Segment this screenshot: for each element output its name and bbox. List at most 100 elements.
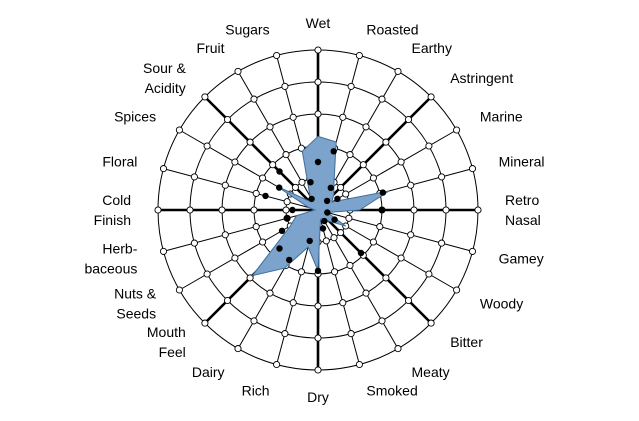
- ring-tick: [404, 115, 413, 124]
- ring-tick: [474, 206, 482, 214]
- ring-tick: [359, 161, 367, 169]
- ring-tick: [221, 181, 229, 189]
- axis-label-16: Nuts & Seeds: [114, 286, 157, 322]
- ring-tick: [427, 93, 435, 101]
- ring-tick: [397, 158, 405, 166]
- axis-label-21: Sour & Acidity: [143, 60, 186, 96]
- ring-tick: [355, 51, 363, 60]
- ring-tick: [203, 142, 211, 150]
- ring-tick: [281, 330, 289, 338]
- axis-labels: Wet Roasted Earthy Astringent Marine Mineral R…: [84, 15, 544, 405]
- ring-tick: [281, 82, 289, 90]
- axis-label-4: Marine: [480, 109, 523, 125]
- ring-tick: [266, 289, 274, 297]
- ring-tick: [330, 234, 338, 242]
- ring-tick: [369, 174, 377, 182]
- ring-tick: [427, 319, 435, 327]
- axis-label-22: Fruit: [197, 40, 225, 56]
- marker-point: [327, 184, 334, 191]
- ring-tick: [376, 223, 384, 231]
- axis-label-1: Roasted: [366, 21, 418, 37]
- ring-tick: [250, 206, 258, 214]
- marker-point: [323, 197, 331, 205]
- ring-tick: [289, 299, 297, 307]
- ring-tick: [362, 289, 370, 297]
- spoke-4: [317, 129, 457, 211]
- ring-tick: [331, 268, 339, 276]
- ring-tick: [231, 158, 239, 166]
- ring-tick: [438, 173, 446, 181]
- ring-tick: [291, 183, 299, 191]
- ring-tick: [442, 206, 450, 214]
- marker-point: [286, 256, 293, 264]
- spoke-7: [317, 209, 473, 252]
- marker-point: [357, 249, 365, 257]
- ring-tick: [175, 286, 183, 294]
- ring-tick: [407, 231, 415, 239]
- spoke-10: [317, 209, 399, 349]
- axis-label-2: Earthy: [412, 40, 452, 56]
- spoke-19: [163, 168, 319, 211]
- marker-point: [334, 195, 341, 202]
- axis-label-18: Cold Finish: [94, 192, 131, 228]
- axis-label-20: Spices: [114, 109, 156, 125]
- marker-point: [278, 227, 286, 234]
- ring-tick: [378, 95, 386, 103]
- marker-point: [324, 209, 331, 216]
- axis-label-17: Herb-baceous: [84, 240, 137, 276]
- ring-tick: [347, 82, 355, 90]
- ring-tick: [337, 229, 345, 237]
- ring-tick: [339, 299, 347, 307]
- ring-tick: [369, 238, 377, 246]
- spoke-11: [317, 209, 360, 365]
- marker-point: [379, 189, 387, 196]
- ring-tick: [201, 319, 209, 327]
- ring-tick: [355, 360, 363, 369]
- ring-tick: [273, 360, 281, 369]
- ring-tick: [347, 330, 355, 338]
- ring-tick: [345, 214, 353, 222]
- ring-tick: [231, 254, 239, 262]
- ring-tick: [190, 239, 198, 247]
- spoke-3: [317, 95, 433, 211]
- ring-tick: [382, 274, 390, 282]
- ring-tick: [453, 286, 461, 294]
- marker-point: [262, 192, 269, 200]
- ring-tick: [282, 206, 290, 214]
- ring-tick: [269, 161, 277, 169]
- axis-label-5: Mineral: [499, 154, 545, 170]
- ring-tick: [297, 268, 305, 276]
- ring-tick: [218, 206, 226, 214]
- value-markers: [262, 148, 387, 274]
- marker-point: [283, 215, 291, 222]
- ring-tick: [397, 254, 405, 262]
- ring-tick: [223, 296, 232, 305]
- axis-label-0: Wet: [306, 15, 331, 31]
- ring-tick: [201, 93, 209, 101]
- ring-tick: [259, 238, 267, 246]
- ring-tick: [425, 270, 433, 278]
- marker-point: [331, 216, 338, 223]
- ring-tick: [252, 223, 260, 231]
- marker-point: [276, 168, 283, 175]
- ring-tick: [378, 317, 386, 325]
- ring-tick: [221, 231, 229, 239]
- marker-point: [306, 237, 313, 245]
- ring-tick: [159, 247, 168, 255]
- ring-tick: [234, 345, 242, 353]
- marker-point: [378, 206, 386, 214]
- axis-label-11: Smoked: [366, 383, 417, 399]
- ring-tick: [154, 206, 162, 214]
- ring-tick: [394, 345, 402, 353]
- ring-tick: [394, 67, 402, 75]
- flavor-series: [251, 135, 390, 277]
- ring-tick: [283, 198, 291, 206]
- ring-tick: [382, 138, 390, 146]
- ring-tick: [438, 239, 446, 247]
- axis-label-3: Astringent: [450, 70, 513, 86]
- ring-tick: [246, 138, 254, 146]
- marker-point: [307, 179, 314, 186]
- axis-label-6: Retro Nasal: [505, 192, 541, 228]
- ring-tick: [273, 51, 281, 60]
- ring-tick: [362, 123, 370, 131]
